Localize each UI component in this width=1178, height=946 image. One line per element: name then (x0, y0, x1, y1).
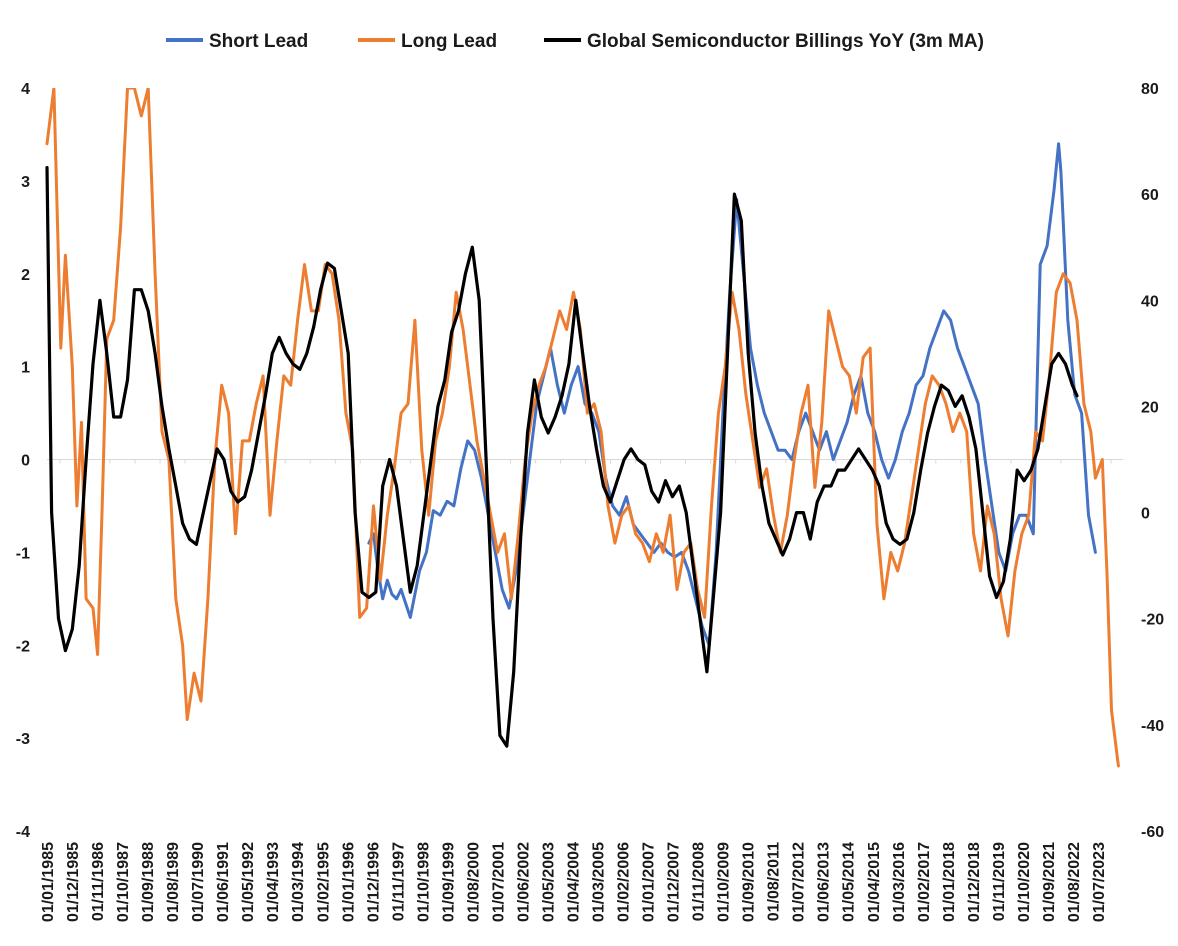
x-axis-tick-label: 01/06/2002 (515, 842, 532, 922)
x-axis-tick-label: 01/07/2023 (1091, 842, 1108, 922)
right-axis-tick-label: 0 (1141, 506, 1150, 523)
x-axis-tick-label: 01/02/1995 (315, 842, 332, 922)
x-axis-tick-label: 01/09/2021 (1041, 842, 1058, 922)
x-axis-tick-label: 01/10/2009 (716, 842, 733, 922)
right-axis-tick-label: 40 (1141, 293, 1159, 310)
zero-line (47, 459, 1123, 464)
left-axis-tick-label: 2 (21, 267, 30, 284)
left-axis-tick-label: 1 (21, 360, 30, 377)
x-axis-tick-label: 01/04/1993 (265, 842, 282, 922)
x-axis-tick-label: 01/07/2001 (490, 842, 507, 922)
x-axis-tick-label: 01/11/1986 (90, 842, 107, 921)
right-axis-tick-label: -60 (1141, 824, 1164, 841)
x-axis-tick-label: 01/06/2013 (816, 842, 833, 922)
x-axis-tick-label: 01/09/2010 (741, 842, 758, 922)
series-lines (45, 88, 1120, 768)
x-axis-tick-label: 01/11/1997 (390, 842, 407, 921)
left-axis-tick-label: -1 (16, 545, 30, 562)
x-axis-tick-label: 01/08/1989 (165, 842, 182, 922)
x-axis-tick-label: 01/10/1987 (115, 842, 132, 922)
right-axis-tick-label: -20 (1141, 612, 1164, 629)
x-axis-tick-label: 01/07/1990 (190, 842, 207, 922)
series-line-long-lead (45, 88, 1120, 768)
x-axis: 01/01/1985 01/12/1985 01/11/1986 01/10/1987… (40, 842, 1108, 922)
x-axis-tick-label: 01/08/2022 (1066, 842, 1083, 922)
series-line-short-lead (367, 142, 1097, 647)
legend-item: Long Lead (358, 31, 497, 52)
x-axis-tick-label: 01/10/2020 (1016, 842, 1033, 922)
left-axis-tick-label: -4 (16, 824, 30, 841)
left-axis-tick-label: 0 (21, 453, 30, 470)
x-axis-tick-label: 01/08/2000 (465, 842, 482, 922)
x-axis-tick-label: 01/02/2017 (916, 842, 933, 922)
x-axis-tick-label: 01/06/1991 (215, 842, 232, 922)
legend: Short Lead Long Lead Global Semiconductor … (166, 31, 984, 52)
x-axis-tick-label: 01/01/1996 (340, 842, 357, 922)
x-axis-tick-label: 01/12/1985 (65, 842, 82, 922)
right-axis-tick-label: 60 (1141, 187, 1159, 204)
x-axis-tick-label: 01/12/2018 (966, 842, 983, 922)
x-axis-tick-label: 01/10/1998 (415, 842, 432, 922)
x-axis-tick-label: 01/01/1985 (40, 842, 57, 922)
x-axis-tick-label: 01/12/1996 (365, 842, 382, 922)
legend-label: Long Lead (401, 31, 497, 52)
left-axis-tick-label: 4 (21, 81, 30, 98)
legend-item: Global Semiconductor Billings YoY (3m MA… (544, 31, 984, 52)
x-axis-tick-label: 01/11/2019 (991, 842, 1008, 921)
x-axis-tick-label: 01/07/2012 (791, 842, 808, 922)
x-axis-tick-label: 01/04/2004 (566, 842, 583, 922)
x-axis-tick-label: 01/05/2003 (541, 842, 558, 922)
legend-item: Short Lead (166, 31, 308, 52)
x-axis-tick-label: 01/01/2018 (941, 842, 958, 922)
left-y-axis: 4 3 2 1 0 -1 -2 -3 -4 (16, 81, 30, 841)
x-axis-tick-label: 01/09/1999 (440, 842, 457, 922)
x-axis-tick-label: 01/11/2008 (691, 842, 708, 921)
x-axis-tick-label: 01/02/2006 (616, 842, 633, 922)
left-axis-tick-label: -2 (16, 638, 30, 655)
x-axis-tick-label: 01/03/2016 (891, 842, 908, 922)
x-axis-tick-label: 01/01/2007 (641, 842, 658, 922)
legend-label: Short Lead (209, 31, 308, 52)
left-axis-tick-label: 3 (21, 174, 30, 191)
x-axis-tick-label: 01/12/2007 (666, 842, 683, 922)
x-axis-tick-label: 01/05/2014 (841, 842, 858, 922)
x-axis-tick-label: 01/05/1992 (240, 842, 257, 922)
x-axis-tick-label: 01/04/2015 (866, 842, 883, 922)
x-axis-tick-label: 01/03/2005 (591, 842, 608, 922)
left-axis-tick-label: -3 (16, 731, 30, 748)
right-y-axis: 80 60 40 20 0 -20 -40 -60 (1141, 81, 1164, 841)
x-axis-tick-label: 01/08/2011 (766, 842, 783, 921)
right-axis-tick-label: -40 (1141, 718, 1164, 735)
x-axis-tick-label: 01/09/1988 (140, 842, 157, 922)
right-axis-tick-label: 20 (1141, 399, 1159, 416)
x-axis-tick-label: 01/03/1994 (290, 842, 307, 922)
legend-label: Global Semiconductor Billings YoY (3m MA… (587, 31, 984, 52)
series-line-global-semiconductor-billings-yoy-3m-ma (45, 166, 1079, 748)
right-axis-tick-label: 80 (1141, 81, 1159, 98)
